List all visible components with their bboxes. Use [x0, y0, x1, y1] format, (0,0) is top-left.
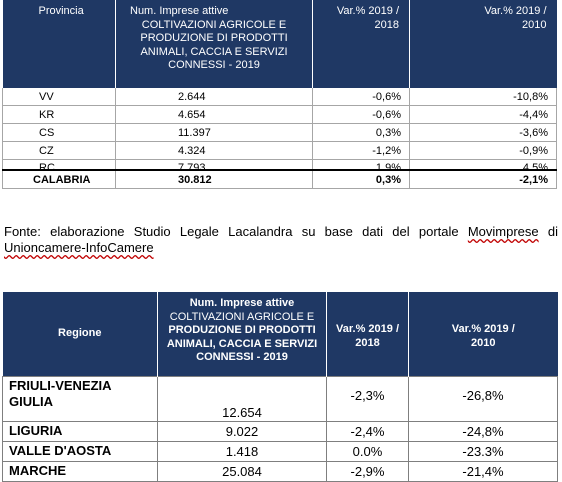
cell-var2010: -23.3%	[408, 440, 558, 462]
province-table: Provincia Num. Imprese attive COLTIVAZIO…	[2, 0, 557, 189]
header-var-2018: Var.% 2019 / 2018	[326, 292, 409, 376]
cell-var2018: 0,3%	[312, 123, 410, 142]
table-row: CZ 4.324 -1,2% -0,9%	[2, 141, 557, 160]
header-num-imprese: Num. Imprese attive COLTIVAZIONI AGRICOL…	[157, 292, 327, 376]
cell-var2010: 4,5%	[409, 159, 557, 171]
table-row: RC 7.793 1,9% 4,5%	[2, 159, 557, 171]
table-row: KR 4.654 -0,6% -4,4%	[2, 105, 557, 124]
cell-total-var2018: 0,3%	[312, 169, 410, 189]
header-num-subtitle: COLTIVAZIONI AGRICOLE E PRODUZIONE DI PR…	[140, 18, 288, 72]
header-provincia: Provincia	[2, 0, 116, 88]
header-var-2010-line1: Var.% 2019 /	[451, 323, 515, 336]
cell-var2010: -3,6%	[409, 123, 557, 142]
header-var-2010-line1: Var.% 2019 /	[484, 5, 547, 17]
header-num-title: Num. Imprese attive	[189, 297, 295, 309]
table-row: MARCHE 25.084 -2,9% -21,4%	[2, 460, 558, 482]
table-row: VALLE D'AOSTA 1.418 0.0% -23.3%	[2, 440, 558, 462]
regioni-table: Regione Num. Imprese attive COLTIVAZIONI…	[2, 292, 558, 482]
cell-num: 9.022	[157, 420, 327, 442]
cell-regione: FRIULI-VENEZIA GIULIA	[2, 375, 158, 422]
regioni-header-row: Regione Num. Imprese attive COLTIVAZIONI…	[2, 292, 558, 376]
header-var-2010: Var.% 2019 / 2010	[408, 292, 558, 376]
header-var-2018-line2: 2018	[374, 18, 399, 31]
cell-num: 4.654	[115, 105, 313, 124]
header-var-2018: Var.% 2019 / 2018	[312, 0, 410, 88]
cell-var2010: -10,8%	[409, 88, 557, 106]
header-num-title: Num. Imprese attive	[130, 5, 229, 17]
cell-num: 4.324	[115, 141, 313, 160]
cell-provincia: CZ	[2, 141, 116, 160]
source-caption: Fonte: elaborazione Studio Legale Lacala…	[4, 224, 558, 256]
cell-num: 11.397	[115, 123, 313, 142]
cell-var2018: -1,2%	[312, 141, 410, 160]
table-row: LIGURIA 9.022 -2,4% -24,8%	[2, 420, 558, 442]
cell-provincia-text: RC	[39, 162, 55, 170]
header-num-imprese: Num. Imprese attive COLTIVAZIONI AGRICOL…	[115, 0, 313, 88]
cell-var2018: -2,9%	[326, 460, 409, 482]
header-var-2018-line2: 2018	[355, 336, 380, 349]
cell-provincia: KR	[2, 105, 116, 124]
cell-num: 2.644	[115, 88, 313, 106]
cell-num: 1.418	[157, 440, 327, 462]
cell-num: 7.793	[115, 159, 313, 171]
header-var-2010-line2: 2010	[471, 336, 496, 349]
cell-var2018: -0,6%	[312, 88, 410, 106]
header-regione: Regione	[2, 292, 158, 376]
cell-regione: LIGURIA	[2, 420, 158, 442]
cell-var2018-text: 1,9%	[375, 162, 401, 170]
table-row: VV 2.644 -0,6% -10,8%	[2, 88, 557, 106]
cell-provincia: VV	[2, 88, 116, 106]
cell-total-label: CALABRIA	[2, 169, 116, 189]
cell-var2010: -26,8%	[408, 375, 558, 422]
cell-provincia: RC	[2, 159, 116, 171]
caption-text: Fonte: elaborazione Studio Legale Lacala…	[4, 224, 468, 239]
caption-unioncamere: Unioncamere-InfoCamere	[4, 240, 154, 255]
cell-var2018: 1,9%	[312, 159, 410, 171]
cell-total-num: 30.812	[115, 169, 313, 189]
table-row: FRIULI-VENEZIA GIULIA 12.654 -2,3% -26,8…	[2, 375, 558, 422]
cell-var2010: -4,4%	[409, 105, 557, 124]
cell-var2010: -0,9%	[409, 141, 557, 160]
total-row: CALABRIA 30.812 0,3% -2,1%	[2, 169, 557, 189]
caption-movimprese: Movimprese	[467, 224, 539, 239]
header-var-2010-line2: 2010	[522, 18, 547, 31]
cell-var2018: 0.0%	[326, 440, 409, 462]
header-var-2018-line1: Var.% 2019 /	[336, 323, 399, 336]
cell-var2018: -2,4%	[326, 420, 409, 442]
cell-regione: MARCHE	[2, 460, 158, 482]
province-header-row: Provincia Num. Imprese attive COLTIVAZIO…	[2, 0, 557, 88]
header-num-subtitle-2: PRODUZIONE DI PRODOTTI ANIMALI, CACCIA E…	[166, 324, 318, 363]
cell-var2018: -2,3%	[326, 375, 409, 422]
cell-provincia: CS	[2, 123, 116, 142]
header-var-2018-line1: Var.% 2019 /	[336, 5, 399, 17]
cell-var2010: -21,4%	[408, 460, 558, 482]
caption-di: di	[538, 224, 558, 239]
cell-var2010: -24,8%	[408, 420, 558, 442]
cell-var2010-text: 4,5%	[522, 162, 548, 170]
header-var-2010: Var.% 2019 / 2010	[409, 0, 557, 88]
cell-total-var2010: -2,1%	[409, 169, 557, 189]
cell-regione: VALLE D'AOSTA	[2, 440, 158, 462]
cell-num-text: 7.793	[178, 162, 206, 170]
cell-num: 12.654	[157, 375, 327, 422]
table-row: CS 11.397 0,3% -3,6%	[2, 123, 557, 142]
cell-var2018: -0,6%	[312, 105, 410, 124]
header-num-subtitle-1: COLTIVAZIONI AGRICOLE E	[169, 310, 315, 323]
cell-num: 25.084	[157, 460, 327, 482]
